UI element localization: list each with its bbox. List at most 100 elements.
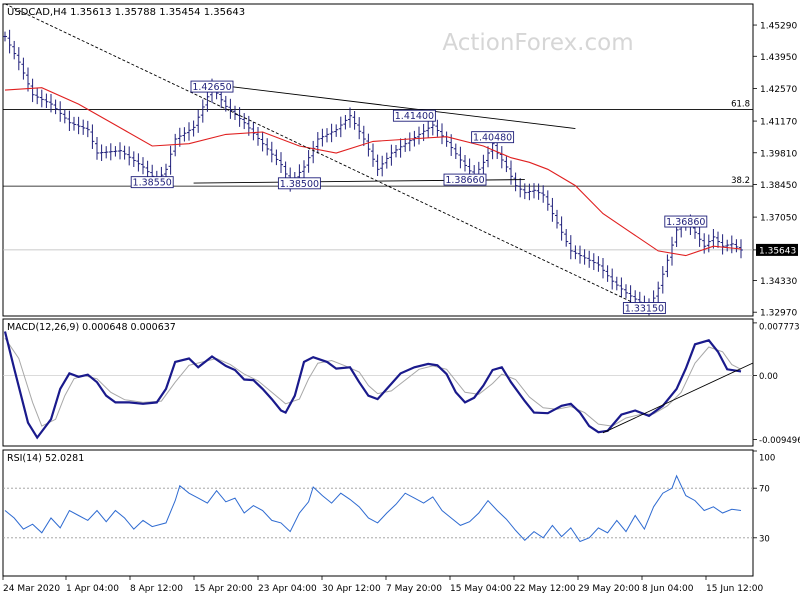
x-tick-label: 15 Jun 12:00 xyxy=(706,584,763,594)
ohlc-bar xyxy=(665,254,670,278)
ohlc-bar xyxy=(550,197,555,222)
ohlc-bar xyxy=(12,40,17,60)
ohlc-bar xyxy=(573,245,578,260)
ohlc-bar xyxy=(62,109,67,124)
macd-panel xyxy=(2,318,754,447)
ohlc-bar xyxy=(81,119,86,135)
x-tick-label: 22 May 12:00 xyxy=(514,584,576,594)
ohlc-bar xyxy=(536,183,541,200)
rsi-panel xyxy=(2,449,754,577)
ohlc-bar xyxy=(95,136,99,160)
level-annotation: 1.41400 xyxy=(392,109,436,122)
ohlc-bar xyxy=(725,239,730,252)
ohlc-bar xyxy=(7,29,12,54)
y-tick-label: 1.42570 xyxy=(760,85,797,95)
ohlc-bar xyxy=(522,183,527,200)
ohlc-bar xyxy=(118,142,122,160)
ohlc-bar xyxy=(242,113,247,130)
ohlc-bar xyxy=(168,145,173,175)
ohlc-bar xyxy=(325,128,329,143)
ohlc-bar xyxy=(205,89,210,112)
level-box xyxy=(130,176,174,189)
ohlc-bar xyxy=(283,161,288,179)
level-box xyxy=(471,131,515,144)
rsi-y-tick-label: 70 xyxy=(759,485,770,495)
ohlc-bar xyxy=(578,245,582,264)
dashed-trendline xyxy=(4,3,645,309)
ohlc-bar xyxy=(587,250,592,268)
level-label: 1.38660 xyxy=(445,175,484,186)
ohlc-bar xyxy=(610,268,615,290)
level-label: 1.38500 xyxy=(280,179,319,190)
level-label: 1.36860 xyxy=(666,217,705,228)
ohlc-bar xyxy=(518,178,523,198)
macd-y-tick-label: 0.007773 xyxy=(759,323,800,333)
ohlc-bar xyxy=(104,146,109,159)
ohlc-bar xyxy=(352,111,357,130)
ohlc-bar xyxy=(440,123,444,145)
x-tick-label: 1 Apr 04:00 xyxy=(66,584,119,594)
fib-level-label: 38.2 xyxy=(731,176,750,186)
ohlc-bar xyxy=(122,145,127,160)
ohlc-bar xyxy=(26,67,30,92)
ohlc-bar xyxy=(16,47,21,71)
ohlc-bar xyxy=(417,126,421,145)
ohlc-bar xyxy=(702,233,707,254)
current-price-tag: 1.35643 xyxy=(756,243,798,256)
ohlc-bar xyxy=(348,107,352,128)
ohlc-bar xyxy=(131,151,136,167)
x-tick-label: 8 Apr 12:00 xyxy=(130,584,183,594)
ohlc-bar xyxy=(200,99,205,123)
ohlc-bar xyxy=(458,146,463,169)
ohlc-bar xyxy=(720,234,725,255)
level-annotation: 1.40480 xyxy=(471,131,515,144)
level-box xyxy=(443,173,487,186)
ohlc-bar xyxy=(58,101,63,122)
ohlc-bar xyxy=(504,156,509,173)
watermark: ActionForex.com xyxy=(442,30,633,56)
ohlc-bar xyxy=(670,236,674,266)
rsi-line xyxy=(4,474,742,543)
y-tick-label: 1.34330 xyxy=(760,277,797,287)
trendline xyxy=(230,86,576,129)
ohlc-bar xyxy=(545,190,550,211)
x-tick-label: 30 Apr 12:00 xyxy=(322,584,381,594)
ohlc-bar xyxy=(256,126,260,146)
ohlc-bar xyxy=(605,265,610,282)
current-price-label: 1.35643 xyxy=(759,246,796,256)
ohlc-bar xyxy=(113,146,118,157)
ohlc-bar xyxy=(481,154,486,176)
ohlc-bar xyxy=(656,281,661,303)
ohlc-bar xyxy=(384,152,389,169)
macd-y-tick-label: -0.009496 xyxy=(759,436,800,446)
y-tick-label: 1.32970 xyxy=(760,309,797,319)
level-annotation: 1.38660 xyxy=(443,173,487,186)
ohlc-bar xyxy=(527,183,532,201)
ohlc-bar xyxy=(403,137,408,152)
ohlc-bar xyxy=(76,116,81,135)
ohlc-bar xyxy=(366,133,371,157)
rsi-y-tick-label: 100 xyxy=(759,454,775,464)
ohlc-bar xyxy=(177,127,182,147)
ohlc-bar xyxy=(251,121,256,141)
ohlc-bar xyxy=(532,183,536,199)
x-tick-label: 7 May 20:00 xyxy=(386,584,442,594)
ohlc-bar xyxy=(279,152,283,174)
ohlc-bar xyxy=(237,107,242,127)
fib-level-label: 61.8 xyxy=(731,99,750,109)
ohlc-bar xyxy=(509,160,513,185)
ohlc-bar xyxy=(233,105,237,121)
ohlc-bar xyxy=(486,146,490,168)
level-box xyxy=(392,109,436,122)
level-annotation: 1.38500 xyxy=(277,177,321,190)
macd-trendline xyxy=(602,362,754,434)
ohlc-bar xyxy=(30,78,35,103)
x-tick-label: 15 May 04:00 xyxy=(450,584,512,594)
ohlc-bar xyxy=(601,257,605,279)
ohlc-bar xyxy=(338,116,343,138)
x-tick-label: 15 Apr 20:00 xyxy=(194,584,253,594)
ohlc-bar xyxy=(320,128,325,147)
macd-signal-line xyxy=(4,337,742,427)
ohlc-bar xyxy=(559,216,564,241)
ohlc-bar xyxy=(361,125,366,147)
